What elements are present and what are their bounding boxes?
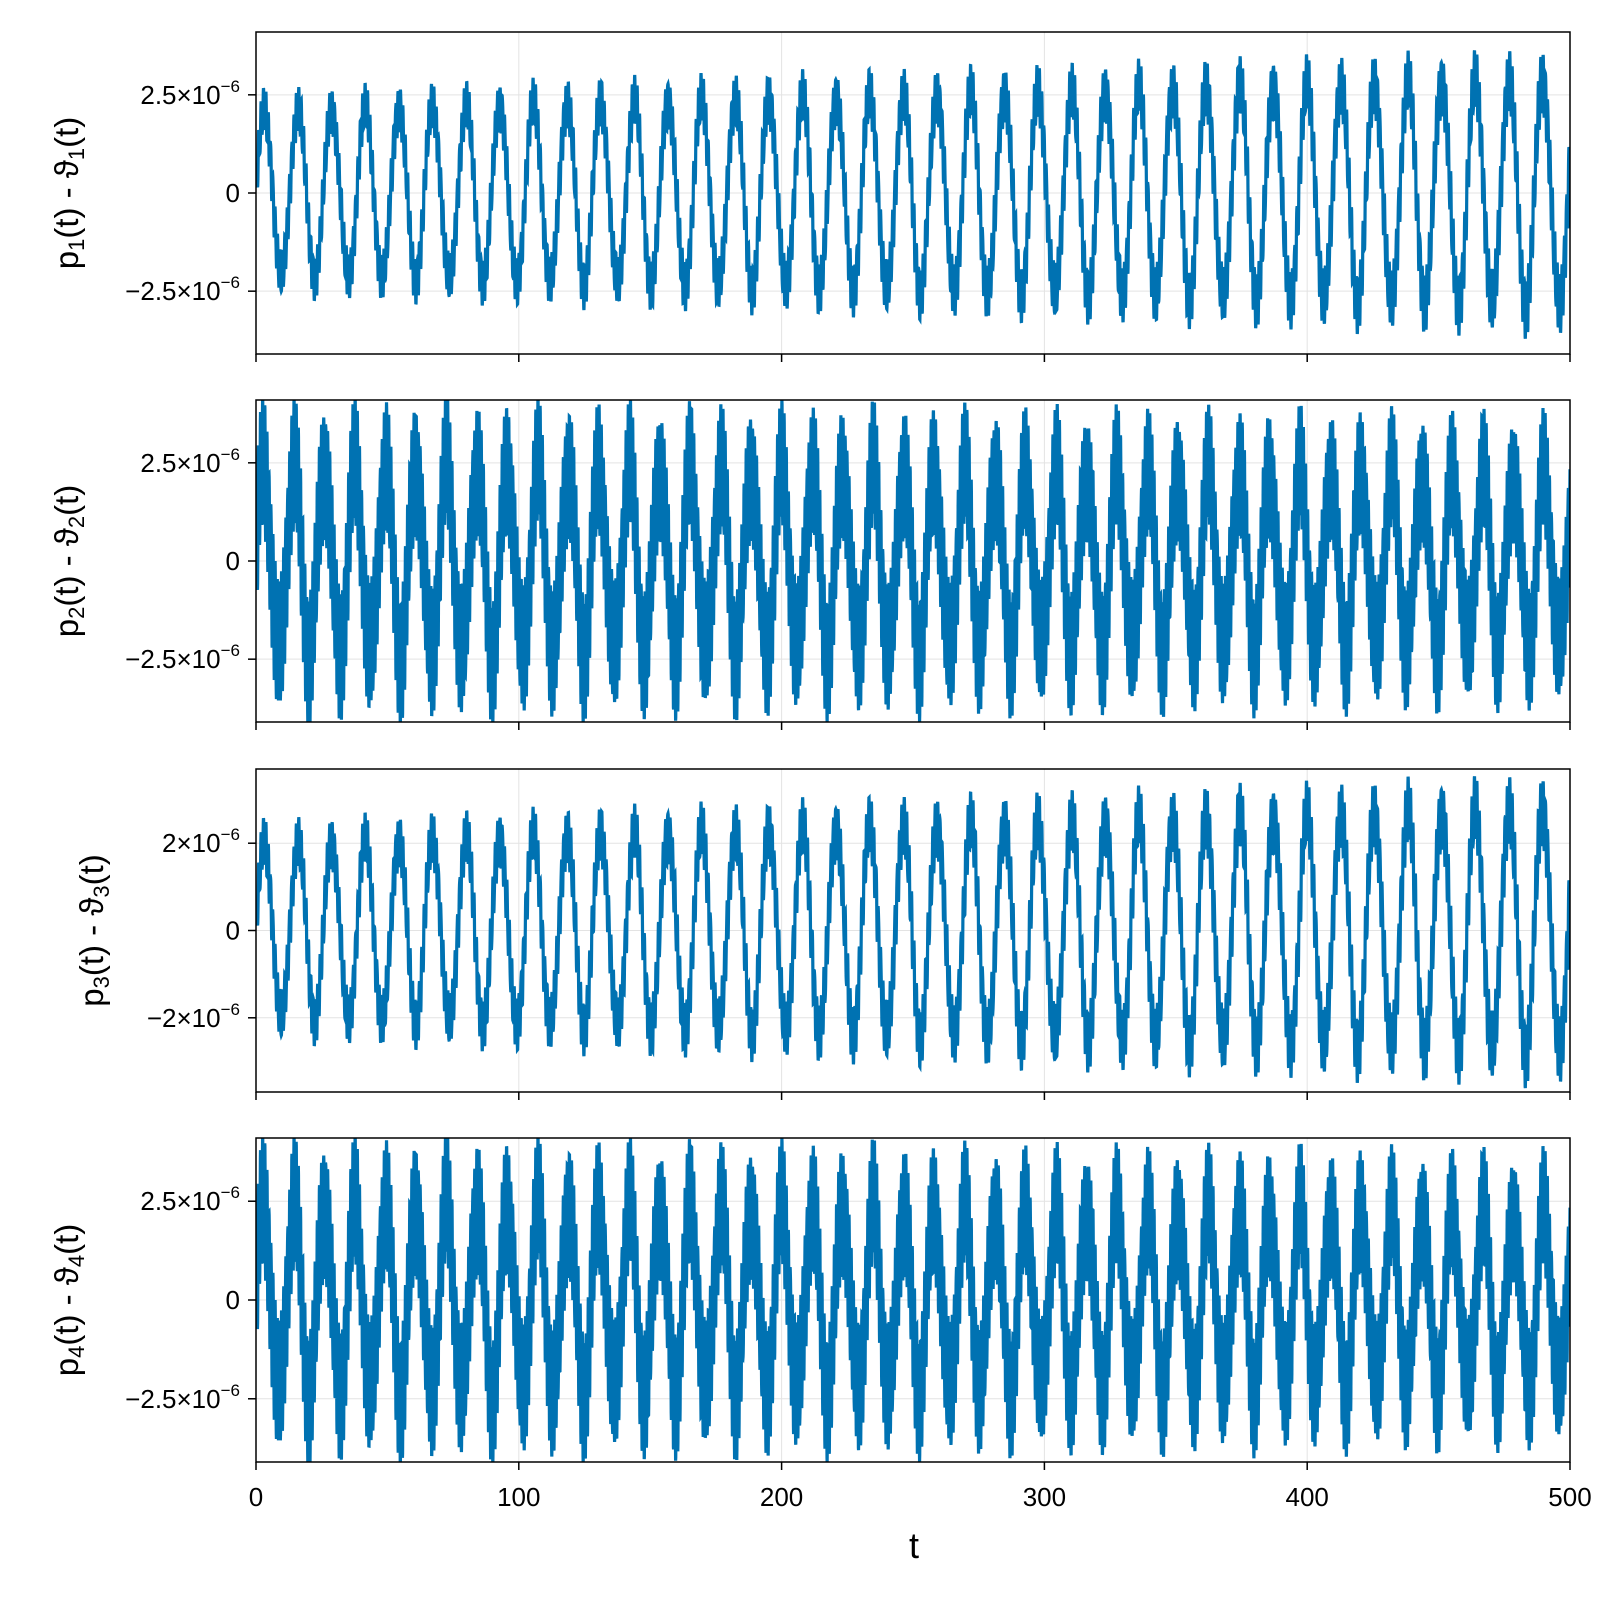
y-axis-label-3: p3(t) - ϑ3(t) [73,854,114,1007]
y-axis-label-2: p2(t) - ϑ2(t) [48,485,89,638]
x-tick-label: 100 [497,1482,540,1512]
y-tick-label: 2.5×10−6 [140,77,240,110]
panel-4: 0 100 200 300 400 500 2.5×10−6 0 −2.5×10−6 p4(t) … [48,1137,1592,1512]
x-tick-label: 300 [1023,1482,1066,1512]
y-axis-label-4: p4(t) - ϑ4(t) [48,1224,89,1377]
series-line-2 [256,400,1570,722]
y-tick-label: 0 [226,546,240,576]
x-tick-label: 200 [760,1482,803,1512]
y-tick-label: −2.5×10−6 [125,1381,240,1414]
y-tick-label: 2×10−6 [162,825,240,858]
series-line-4 [256,1138,1570,1462]
y-tick-label: −2.5×10−6 [125,273,240,306]
x-axis-label: t [909,1525,919,1566]
panel-3: 2×10−6 0 −2×10−6 p3(t) - ϑ3(t) [73,768,1571,1100]
panel-1: 2.5×10−6 0 −2.5×10−6 p1(t) - ϑ1(t) [48,31,1571,362]
y-tick-label: −2.5×10−6 [125,641,240,674]
y-tick-label: 2.5×10−6 [140,1183,240,1216]
y-axis-label-1: p1(t) - ϑ1(t) [48,117,89,270]
x-tick-label: 400 [1286,1482,1329,1512]
panels: 2.5×10−60−2.5×10−6p1(t) - ϑ1(t)2.5×10−60… [48,31,1592,1512]
series-line-3 [256,776,1570,1089]
x-tick-label: 500 [1548,1482,1591,1512]
x-tick-label: 0 [249,1482,263,1512]
y-tick-label: 0 [226,916,240,946]
y-tick-label: −2×10−6 [147,1000,240,1033]
panel-2: 2.5×10−6 0 −2.5×10−6 p2(t) - ϑ2(t) [48,399,1571,730]
y-tick-label: 0 [226,178,240,208]
series-line-1 [256,50,1570,339]
y-tick-label: 2.5×10−6 [140,445,240,478]
y-tick-label: 0 [226,1285,240,1315]
